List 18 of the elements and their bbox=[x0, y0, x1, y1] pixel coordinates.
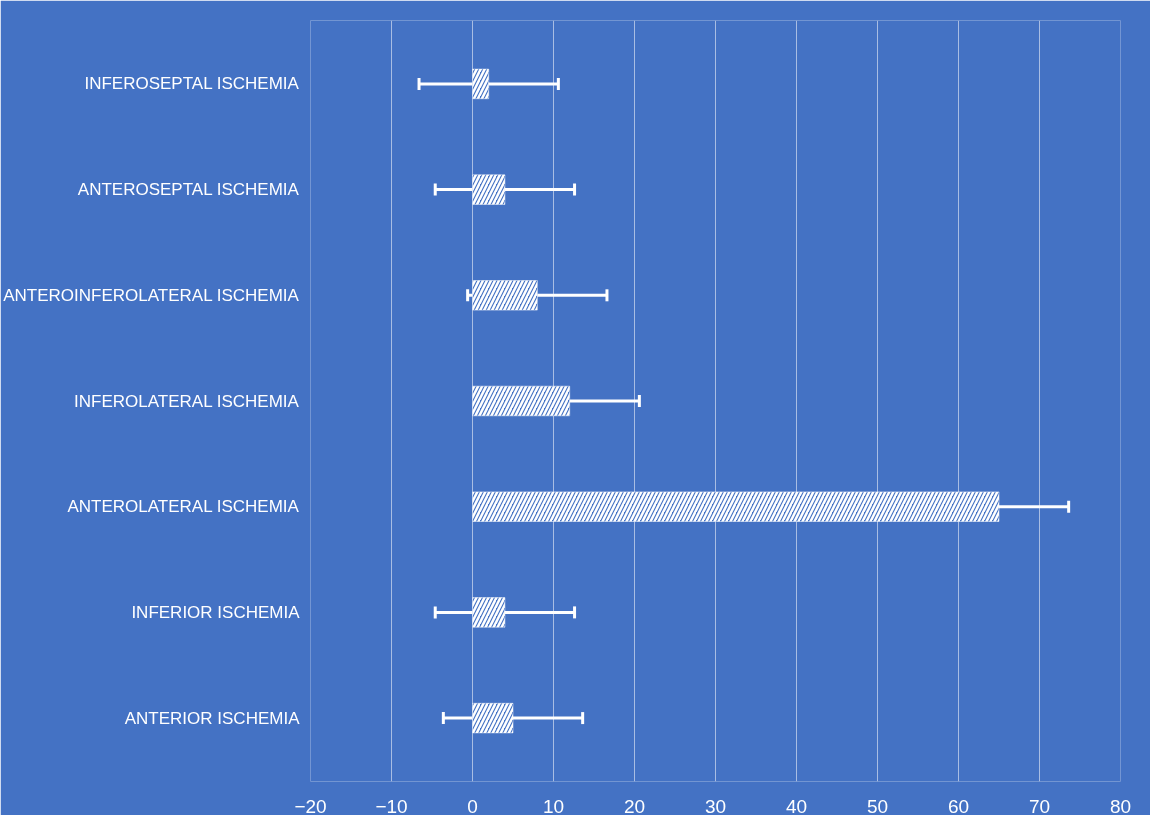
x-tick-label: 80 bbox=[1109, 795, 1132, 817]
x-tick-label: 70 bbox=[1028, 795, 1051, 817]
x-tick-label: 30 bbox=[704, 795, 727, 817]
y-tick-label: ANTEROLATERAL ISCHEMIA bbox=[67, 497, 300, 517]
y-tick-label: INFEROSEPTAL ISCHEMIA bbox=[84, 74, 300, 94]
y-tick-label: INFERIOR ISCHEMIA bbox=[131, 602, 301, 622]
y-tick-label: ANTERIOR ISCHEMIA bbox=[124, 708, 301, 728]
x-tick-label: 50 bbox=[866, 795, 889, 817]
y-tick-label: ANTEROSEPTAL ISCHEMIA bbox=[77, 180, 300, 200]
x-tick-label: 0 bbox=[467, 795, 478, 817]
x-tick-label: −20 bbox=[294, 795, 327, 817]
y-tick-label: ANTEROINFEROLATERAL ISCHEMIA bbox=[3, 285, 300, 305]
x-tick-label: 60 bbox=[947, 795, 970, 817]
x-tick-label: 10 bbox=[542, 795, 565, 817]
x-tick-label: 20 bbox=[623, 795, 646, 817]
y-tick-label: INFEROLATERAL ISCHEMIA bbox=[74, 391, 300, 411]
x-tick-label: −10 bbox=[375, 795, 408, 817]
x-tick-label: 40 bbox=[785, 795, 808, 817]
